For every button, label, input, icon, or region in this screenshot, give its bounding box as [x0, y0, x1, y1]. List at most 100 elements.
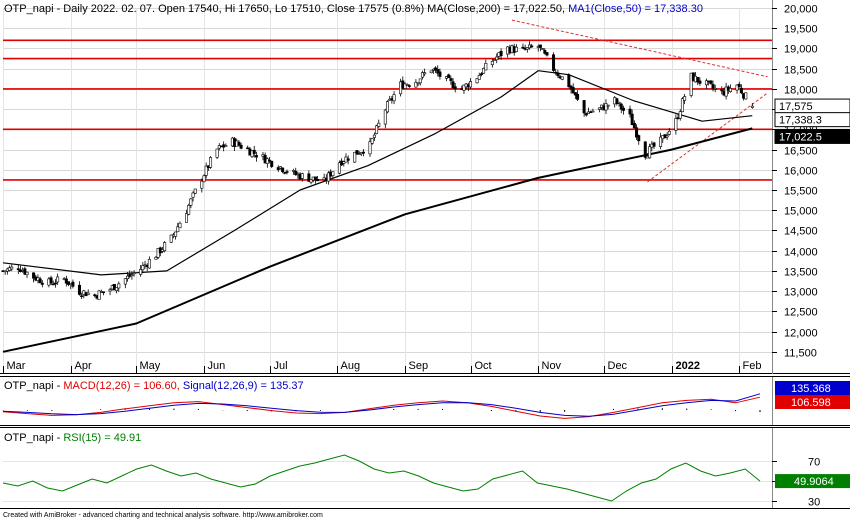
price-y-tick-label: 12,500 [784, 307, 818, 319]
candle-body [141, 265, 145, 271]
candle-body [292, 170, 296, 172]
price-y-tick-label: 18,500 [784, 65, 818, 77]
candle-body [447, 74, 451, 79]
candle-body [23, 268, 27, 275]
candle-body [573, 92, 577, 96]
macd-header: OTP_napi - MACD(12,26) = 106.60, Signal(… [4, 380, 304, 392]
candle-body [556, 72, 560, 76]
price-header: OTP_napi - Daily 2022. 02. 07. Open 1754… [4, 3, 703, 15]
candle-body [80, 295, 84, 298]
candle-body [353, 151, 357, 163]
candle-body [49, 277, 53, 284]
candle-body [204, 165, 208, 176]
x-axis-label: Apr [75, 360, 92, 372]
price-y-tick-label: 19,000 [784, 44, 818, 56]
x-axis-label: Jul [274, 360, 288, 372]
candle-body [462, 84, 466, 91]
candle-body [604, 103, 608, 111]
candle-body [420, 72, 424, 78]
trend-line [511, 19, 768, 78]
x-axis-label: Aug [341, 360, 361, 372]
candle-body [735, 84, 739, 91]
candle-body [617, 101, 621, 104]
rsi-badge-label: 49.9064 [794, 476, 834, 488]
candle-body [628, 108, 632, 115]
candle-body [475, 78, 479, 84]
candle-body [193, 188, 197, 194]
price-badge-label: 17,338.3 [779, 115, 822, 127]
candle-body [530, 45, 534, 48]
price-badge [774, 112, 850, 128]
candle-body [689, 72, 693, 96]
candle-body [16, 268, 20, 271]
candle-body [278, 166, 282, 169]
candle-body [252, 149, 256, 154]
candle-body [482, 68, 486, 74]
candle-body [584, 113, 588, 116]
macd-badge-label: 135.368 [791, 383, 831, 395]
candle-body [112, 284, 116, 291]
candle-body [582, 100, 586, 114]
candle-body [451, 81, 455, 89]
price-pane-bg [0, 0, 850, 374]
candle-body [469, 81, 473, 88]
candle-body [169, 234, 173, 243]
candle-body [309, 179, 313, 183]
candle-body [720, 89, 724, 92]
candle-body [680, 98, 684, 113]
price-y-tick-label: 11,500 [784, 348, 817, 360]
x-axis-label: Feb [743, 360, 762, 372]
candle-body [678, 111, 682, 119]
candle-body [191, 192, 195, 198]
candle-body [560, 76, 564, 80]
ma200-label: MA(Close,200) = 17,022.50, [427, 3, 565, 15]
candle-body [268, 159, 272, 162]
candle-body [130, 274, 134, 277]
rsi-pane: OTP_napi - RSI(15) = 49.91 305070 49.906… [0, 427, 850, 509]
candle-body [115, 287, 119, 291]
candle-body [327, 172, 331, 182]
candle-body [619, 103, 623, 110]
candle-body [53, 282, 57, 285]
price-badge-label: 17,575 [779, 101, 813, 113]
x-axis-label: Dec [608, 360, 628, 372]
price-y-tick-label: 19,500 [784, 24, 818, 36]
candle-body [276, 167, 280, 170]
candle-body [215, 148, 219, 158]
candle-body [750, 105, 754, 108]
candle-body [313, 176, 317, 181]
macd-pane: OTP_napi - MACD(12,26) = 106.60, Signal(… [0, 376, 850, 426]
candle-body [368, 141, 372, 155]
candle-body [246, 147, 250, 150]
candle-body [728, 88, 732, 92]
candle-body [163, 242, 167, 251]
x-axis-label: Oct [475, 360, 492, 372]
signal-line [2, 393, 761, 417]
candle-body [383, 109, 387, 125]
candle-body [571, 87, 575, 94]
candle-body [38, 278, 42, 284]
candle-body [541, 48, 545, 50]
candle-body [591, 110, 595, 113]
candle-body [132, 272, 136, 275]
macd-badges: 135.368 106.598 [775, 381, 850, 409]
candle-body [499, 50, 503, 56]
candle-body [414, 81, 418, 88]
footer-credit: Created with AmiBroker - advanced charti… [3, 512, 323, 519]
price-y-tick-label: 16,500 [784, 146, 818, 158]
candle-body [453, 86, 457, 90]
candle-body [123, 278, 127, 285]
candle-body [698, 80, 702, 84]
candle-body [543, 49, 547, 54]
candle-body [696, 76, 700, 83]
macd-header-prefix: OTP_napi - [4, 380, 63, 392]
candle-body [477, 75, 481, 80]
candle-body [357, 153, 361, 156]
candle-body [416, 82, 420, 85]
candle-body [64, 278, 68, 284]
candle-body [405, 84, 409, 86]
candle-body [337, 162, 341, 174]
candle-body [178, 222, 182, 229]
x-axis-label: Sep [409, 360, 429, 372]
